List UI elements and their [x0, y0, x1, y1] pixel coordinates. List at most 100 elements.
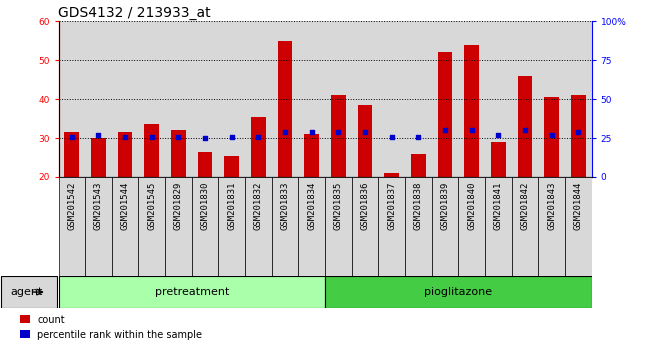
Bar — [458, 21, 485, 177]
Legend: count, percentile rank within the sample: count, percentile rank within the sample — [18, 313, 204, 342]
Point — [120, 134, 130, 139]
Bar — [171, 130, 186, 177]
Bar — [58, 21, 85, 177]
Text: GSM201830: GSM201830 — [201, 182, 209, 230]
Bar — [112, 21, 138, 177]
Text: GSM201543: GSM201543 — [94, 182, 103, 230]
Bar — [325, 21, 352, 177]
Text: GSM201840: GSM201840 — [467, 182, 476, 230]
Bar — [58, 276, 325, 308]
Bar — [245, 21, 272, 177]
Text: GSM201545: GSM201545 — [148, 182, 156, 230]
Text: GSM201839: GSM201839 — [441, 182, 449, 230]
Point — [439, 127, 450, 133]
Bar — [378, 177, 405, 276]
Point — [280, 129, 291, 135]
Bar — [544, 97, 559, 177]
Point — [254, 134, 264, 139]
Bar — [138, 21, 165, 177]
Text: GSM201542: GSM201542 — [68, 182, 76, 230]
Bar — [491, 142, 506, 177]
Text: GSM201838: GSM201838 — [414, 182, 422, 230]
Text: GSM201834: GSM201834 — [307, 182, 316, 230]
Bar — [405, 21, 432, 177]
Bar — [512, 177, 538, 276]
Bar — [538, 177, 565, 276]
Point — [360, 129, 370, 135]
Text: GSM201844: GSM201844 — [574, 182, 582, 230]
Bar — [272, 177, 298, 276]
Point — [467, 127, 477, 133]
Text: GDS4132 / 213933_at: GDS4132 / 213933_at — [58, 6, 211, 20]
Bar — [165, 177, 192, 276]
Bar — [192, 21, 218, 177]
Text: GSM201833: GSM201833 — [281, 182, 289, 230]
Text: GSM201835: GSM201835 — [334, 182, 343, 230]
Point — [67, 134, 77, 139]
Text: pretreatment: pretreatment — [155, 287, 229, 297]
Bar — [464, 45, 479, 177]
Point — [307, 129, 317, 135]
Bar — [485, 21, 512, 177]
Bar — [298, 21, 325, 177]
Bar — [138, 177, 165, 276]
Bar — [517, 76, 532, 177]
Bar — [458, 177, 485, 276]
Text: GSM201829: GSM201829 — [174, 182, 183, 230]
Text: GSM201837: GSM201837 — [387, 182, 396, 230]
Bar — [512, 21, 538, 177]
Bar — [85, 177, 112, 276]
Bar — [85, 21, 112, 177]
Point — [386, 134, 396, 139]
Bar — [144, 124, 159, 177]
Text: GSM201832: GSM201832 — [254, 182, 263, 230]
Text: GSM201841: GSM201841 — [494, 182, 502, 230]
Bar — [485, 177, 512, 276]
Bar — [571, 95, 586, 177]
Bar — [378, 21, 405, 177]
Bar — [118, 132, 133, 177]
Bar — [325, 276, 592, 308]
Bar — [411, 154, 426, 177]
Point — [94, 132, 104, 138]
Text: GSM201842: GSM201842 — [521, 182, 529, 230]
Point — [547, 132, 557, 138]
Bar — [218, 177, 245, 276]
Bar — [251, 117, 266, 177]
Bar — [565, 177, 592, 276]
Point — [520, 127, 530, 133]
Bar — [325, 177, 352, 276]
Point — [493, 132, 504, 138]
Bar — [112, 177, 138, 276]
Text: GSM201544: GSM201544 — [121, 182, 129, 230]
Bar — [352, 177, 378, 276]
Bar — [565, 21, 592, 177]
Bar — [304, 134, 319, 177]
Point — [573, 129, 584, 135]
Bar — [437, 52, 452, 177]
Point — [147, 134, 157, 139]
Bar — [245, 177, 272, 276]
Bar — [432, 21, 458, 177]
Bar — [224, 156, 239, 177]
Bar — [198, 152, 213, 177]
Bar — [358, 105, 372, 177]
Bar — [352, 21, 378, 177]
Bar — [384, 173, 399, 177]
Text: pioglitazone: pioglitazone — [424, 287, 492, 297]
Point — [173, 134, 184, 139]
Text: GSM201836: GSM201836 — [361, 182, 369, 230]
Point — [413, 134, 424, 139]
Bar — [298, 177, 325, 276]
Point — [333, 129, 343, 135]
Point — [200, 135, 211, 141]
Bar — [165, 21, 192, 177]
Bar — [278, 41, 292, 177]
Bar — [192, 177, 218, 276]
Bar — [64, 132, 79, 177]
Bar — [58, 177, 85, 276]
Bar — [272, 21, 298, 177]
Point — [227, 134, 237, 139]
Bar — [432, 177, 458, 276]
Bar — [218, 21, 245, 177]
